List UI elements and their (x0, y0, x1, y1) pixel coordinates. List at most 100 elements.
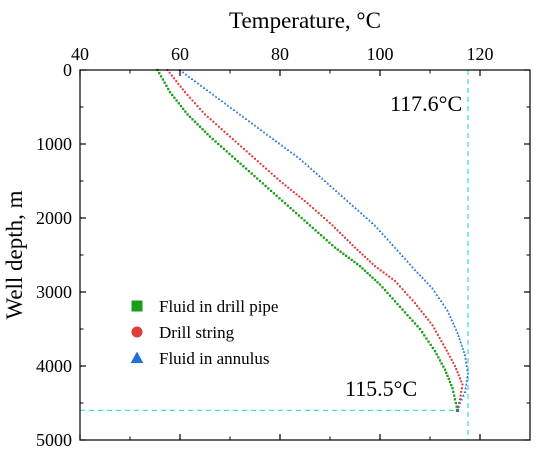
data-point (256, 126, 260, 129)
data-point (214, 95, 218, 98)
data-point (177, 82, 180, 86)
data-point (416, 325, 419, 328)
data-point (284, 184, 287, 187)
data-point (411, 319, 414, 322)
data-point (411, 265, 414, 269)
data-point (416, 304, 419, 308)
data-point (165, 84, 168, 88)
bottom-temp-annotation: 115.5°C (345, 376, 417, 401)
data-point (440, 340, 443, 343)
data-point (391, 297, 394, 300)
data-point (437, 356, 440, 359)
data-point (322, 236, 326, 239)
data-point (159, 75, 163, 78)
guide-lines (80, 70, 469, 440)
data-point (345, 199, 349, 202)
data-point (202, 86, 206, 89)
data-point (274, 139, 278, 143)
data-point (208, 135, 212, 138)
data-point (459, 394, 462, 397)
data-point (435, 293, 439, 296)
data-point (343, 236, 347, 239)
data-point (272, 192, 276, 195)
data-point (413, 268, 417, 271)
data-point (346, 239, 349, 242)
data-point (403, 257, 407, 260)
data-point (455, 408, 460, 412)
data-point (184, 73, 188, 76)
data-point (265, 133, 269, 136)
data-point (436, 333, 440, 336)
data-point (239, 162, 242, 165)
data-point (308, 224, 312, 227)
data-point (365, 216, 368, 220)
data-point (396, 282, 399, 285)
data-point (348, 241, 352, 244)
data-point (362, 214, 366, 217)
data-point (462, 350, 466, 353)
data-point (383, 235, 387, 238)
data-point (331, 243, 334, 247)
x-tick-label: 80 (271, 44, 289, 64)
data-point (253, 174, 256, 178)
data-point (457, 405, 461, 408)
data-point (466, 368, 469, 371)
data-point (393, 246, 397, 249)
data-point (341, 234, 344, 237)
data-point (426, 318, 430, 321)
data-point (368, 274, 372, 277)
data-point (382, 271, 385, 274)
data-point (385, 273, 388, 276)
data-point (450, 318, 454, 322)
data-point (199, 84, 203, 87)
legend-marker (131, 300, 143, 312)
data-point (214, 140, 217, 143)
data-point (423, 334, 426, 337)
data-point (261, 182, 264, 185)
data-point (181, 107, 185, 110)
data-point (278, 197, 281, 200)
data-point (270, 172, 273, 175)
data-point (435, 353, 438, 356)
data-point (222, 147, 226, 151)
data-point (445, 371, 448, 374)
data-point (217, 142, 220, 146)
data-point (457, 374, 460, 377)
y-tick-label: 2000 (36, 208, 72, 228)
data-point (289, 206, 292, 210)
data-point (292, 190, 295, 194)
data-point (354, 206, 357, 210)
data-point (465, 364, 469, 368)
data-point (447, 352, 450, 355)
data-point (201, 128, 204, 131)
legend-item: Drill string (131, 323, 235, 342)
data-point (441, 302, 445, 306)
data-point (448, 380, 452, 384)
data-point (177, 102, 180, 105)
data-point (460, 397, 463, 401)
data-point (281, 182, 284, 185)
data-point (433, 327, 436, 330)
data-point (358, 264, 362, 268)
data-point (451, 387, 454, 390)
data-point (172, 77, 176, 80)
data-point (269, 189, 273, 193)
data-point (406, 293, 409, 296)
data-point (201, 110, 204, 113)
data-point (413, 301, 417, 305)
data-point (303, 199, 306, 203)
data-point (403, 290, 407, 294)
data-point (396, 249, 399, 252)
data-point (209, 118, 212, 121)
data-point (427, 340, 430, 343)
data-point (429, 343, 432, 347)
data-point (340, 194, 343, 197)
data-point (286, 204, 289, 207)
data-point (304, 162, 307, 165)
data-point (175, 99, 178, 102)
data-point (318, 174, 321, 178)
data-point (383, 289, 387, 292)
data-point (348, 201, 352, 205)
data-point (214, 123, 218, 126)
data-point (268, 135, 272, 138)
